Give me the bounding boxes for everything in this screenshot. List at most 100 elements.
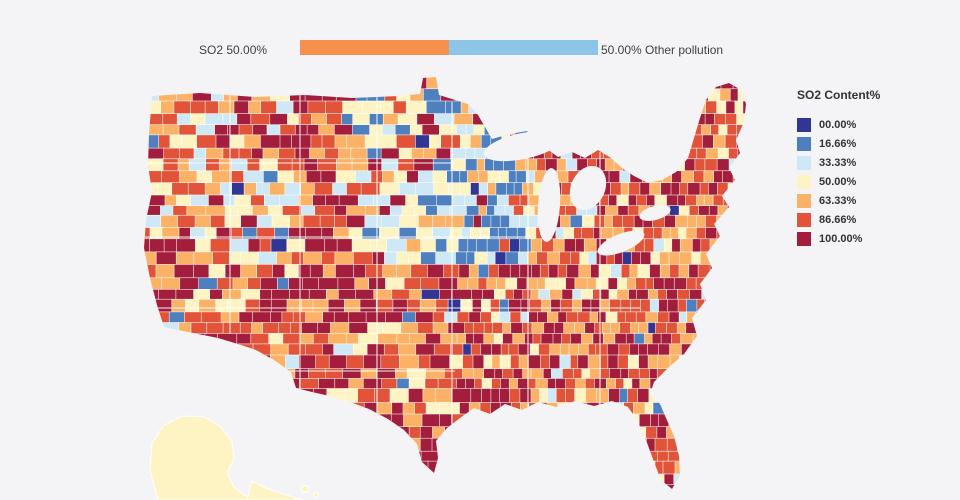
county[interactable] [219, 402, 232, 415]
county[interactable] [585, 388, 598, 404]
county[interactable] [629, 88, 640, 102]
county[interactable] [420, 251, 437, 266]
county[interactable] [404, 473, 422, 486]
county[interactable] [661, 227, 672, 240]
county[interactable] [567, 124, 581, 136]
county[interactable] [607, 354, 619, 370]
county[interactable] [267, 76, 288, 90]
county[interactable] [638, 343, 649, 356]
county[interactable] [679, 388, 693, 404]
county[interactable] [638, 368, 651, 380]
county[interactable] [163, 147, 181, 160]
county[interactable] [451, 413, 472, 428]
county[interactable] [743, 170, 755, 184]
county[interactable] [334, 134, 348, 149]
county[interactable] [175, 354, 192, 370]
county[interactable] [589, 368, 602, 380]
county[interactable] [509, 264, 521, 279]
county[interactable] [182, 76, 203, 90]
county[interactable] [298, 76, 316, 90]
county[interactable] [503, 460, 514, 475]
county[interactable] [668, 368, 678, 380]
county[interactable] [234, 450, 247, 462]
county[interactable] [530, 289, 540, 301]
county[interactable] [443, 368, 464, 380]
county[interactable] [723, 388, 733, 404]
county[interactable] [609, 76, 623, 90]
county[interactable] [157, 76, 172, 90]
county[interactable] [781, 66, 793, 76]
county[interactable] [439, 124, 458, 136]
county[interactable] [788, 438, 799, 452]
county[interactable] [684, 402, 694, 415]
county[interactable] [171, 298, 187, 313]
county[interactable] [344, 484, 364, 499]
county[interactable] [346, 214, 366, 229]
county[interactable] [630, 322, 640, 335]
county[interactable] [563, 322, 576, 335]
county[interactable] [266, 473, 280, 486]
county[interactable] [450, 158, 467, 172]
county[interactable] [435, 298, 449, 313]
county[interactable] [537, 277, 547, 291]
county[interactable] [342, 368, 362, 380]
county[interactable] [373, 194, 391, 207]
county[interactable] [413, 205, 427, 217]
county[interactable] [330, 460, 346, 475]
county[interactable] [647, 450, 659, 462]
county[interactable] [605, 311, 618, 324]
county[interactable] [517, 343, 532, 356]
county[interactable] [662, 170, 673, 184]
county[interactable] [565, 378, 577, 390]
county[interactable] [644, 402, 654, 415]
county[interactable] [526, 113, 539, 126]
county[interactable] [705, 484, 716, 499]
county[interactable] [353, 251, 374, 266]
county[interactable] [510, 354, 520, 370]
county[interactable] [789, 333, 800, 344]
county[interactable] [317, 322, 332, 335]
county[interactable] [709, 264, 720, 279]
county[interactable] [570, 76, 583, 90]
county[interactable] [354, 277, 370, 291]
county[interactable] [508, 378, 519, 390]
county[interactable] [365, 264, 384, 279]
county[interactable] [515, 170, 528, 184]
county[interactable] [650, 124, 663, 136]
county[interactable] [330, 322, 350, 335]
county[interactable] [566, 402, 579, 415]
county[interactable] [551, 368, 564, 380]
county[interactable] [164, 194, 178, 207]
county[interactable] [494, 205, 506, 217]
county[interactable] [790, 252, 801, 265]
county[interactable] [463, 88, 474, 102]
county[interactable] [235, 413, 254, 428]
county[interactable] [598, 264, 612, 279]
county[interactable] [520, 426, 535, 440]
county[interactable] [587, 426, 598, 440]
county[interactable] [486, 473, 498, 486]
county[interactable] [776, 206, 788, 216]
county[interactable] [130, 134, 145, 149]
county[interactable] [609, 298, 622, 313]
county[interactable] [508, 298, 522, 313]
legend-item[interactable]: 86.66% [797, 213, 880, 227]
county[interactable] [787, 159, 797, 172]
county[interactable] [354, 76, 368, 90]
county[interactable] [516, 277, 528, 291]
county[interactable] [587, 460, 598, 475]
county[interactable] [461, 460, 476, 475]
county[interactable] [685, 100, 699, 115]
county[interactable] [606, 378, 617, 390]
county[interactable] [212, 251, 231, 266]
county[interactable] [771, 389, 781, 404]
county[interactable] [746, 228, 754, 240]
legend-item[interactable]: 16.66% [797, 137, 880, 151]
county[interactable] [553, 450, 563, 462]
county[interactable] [565, 277, 576, 291]
county[interactable] [616, 311, 627, 324]
county[interactable] [625, 473, 637, 486]
county[interactable] [304, 238, 326, 253]
county[interactable] [700, 388, 713, 404]
county[interactable] [179, 277, 200, 291]
